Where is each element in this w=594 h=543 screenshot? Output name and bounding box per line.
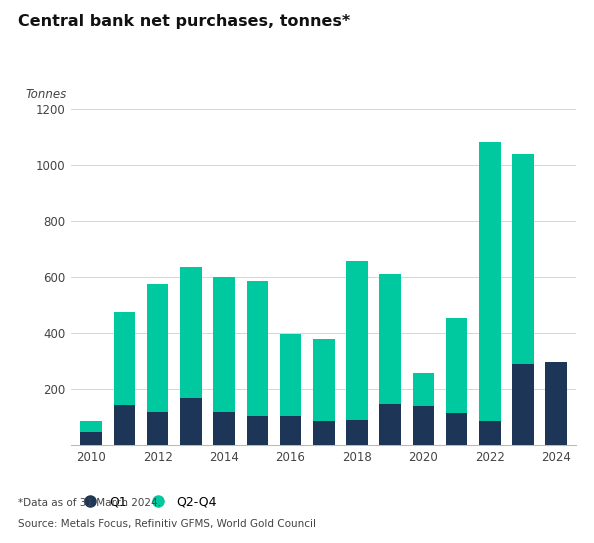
Bar xyxy=(313,339,334,421)
Legend: Q1, Q2-Q4: Q1, Q2-Q4 xyxy=(78,495,217,508)
Text: Source: Metals Focus, Refinitiv GFMS, World Gold Council: Source: Metals Focus, Refinitiv GFMS, Wo… xyxy=(18,520,316,529)
Bar xyxy=(380,274,401,404)
Bar xyxy=(479,142,501,421)
Bar xyxy=(280,333,301,416)
Bar xyxy=(380,404,401,445)
Text: Central bank net purchases, tonnes*: Central bank net purchases, tonnes* xyxy=(18,14,350,29)
Bar xyxy=(113,406,135,445)
Bar xyxy=(479,421,501,445)
Bar xyxy=(80,421,102,432)
Bar xyxy=(346,261,368,420)
Bar xyxy=(313,421,334,445)
Bar xyxy=(247,281,268,416)
Bar xyxy=(113,312,135,406)
Bar xyxy=(413,373,434,406)
Bar xyxy=(247,416,268,445)
Bar xyxy=(147,284,169,412)
Bar xyxy=(512,364,534,445)
Bar xyxy=(446,318,467,413)
Text: Tonnes: Tonnes xyxy=(26,89,67,102)
Bar xyxy=(346,420,368,445)
Bar xyxy=(446,413,467,445)
Bar xyxy=(280,416,301,445)
Bar xyxy=(80,432,102,445)
Bar xyxy=(512,154,534,364)
Bar xyxy=(180,267,201,397)
Bar xyxy=(213,412,235,445)
Bar xyxy=(147,412,169,445)
Bar xyxy=(180,397,201,445)
Bar xyxy=(213,277,235,412)
Bar xyxy=(545,363,567,445)
Bar xyxy=(413,406,434,445)
Text: *Data as of 31 March 2024.: *Data as of 31 March 2024. xyxy=(18,498,161,508)
